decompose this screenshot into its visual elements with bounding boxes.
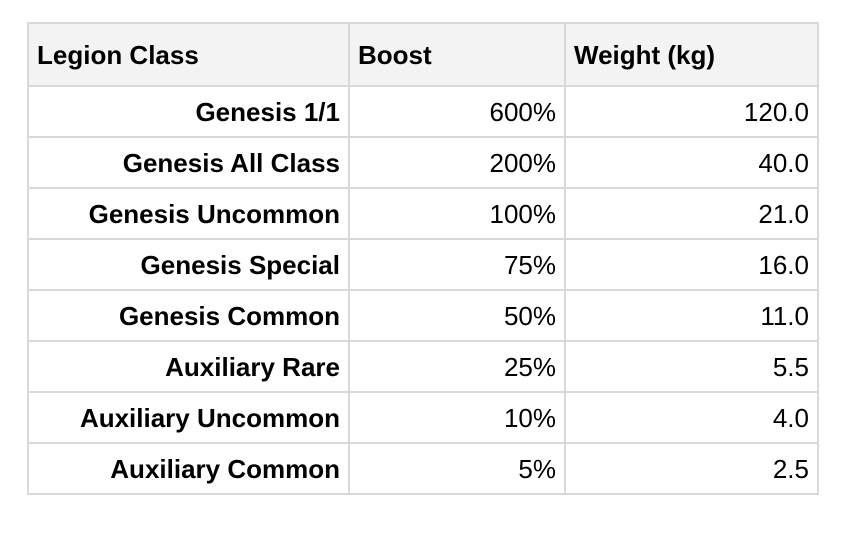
boost-cell[interactable]: 5% (348, 442, 566, 495)
table-row: Genesis Special 75% 16.0 (27, 238, 819, 291)
legion-class-cell[interactable]: Genesis All Class (27, 136, 350, 189)
weight-cell[interactable]: 21.0 (564, 187, 819, 240)
legion-class-cell[interactable]: Genesis Special (27, 238, 350, 291)
table-row: Genesis 1/1 600% 120.0 (27, 85, 819, 138)
legion-class-cell[interactable]: Genesis Uncommon (27, 187, 350, 240)
weight-cell[interactable]: 11.0 (564, 289, 819, 342)
weight-cell[interactable]: 4.0 (564, 391, 819, 444)
boost-cell[interactable]: 25% (348, 340, 566, 393)
boost-cell[interactable]: 600% (348, 85, 566, 138)
boost-cell[interactable]: 200% (348, 136, 566, 189)
legion-class-cell[interactable]: Genesis 1/1 (27, 85, 350, 138)
header-weight[interactable]: Weight (kg) (564, 22, 819, 87)
table-row: Auxiliary Rare 25% 5.5 (27, 340, 819, 393)
table-row: Genesis Uncommon 100% 21.0 (27, 187, 819, 240)
legion-class-cell[interactable]: Auxiliary Rare (27, 340, 350, 393)
header-row: Legion Class Boost Weight (kg) (27, 22, 819, 87)
weight-cell[interactable]: 16.0 (564, 238, 819, 291)
boost-cell[interactable]: 75% (348, 238, 566, 291)
weight-cell[interactable]: 120.0 (564, 85, 819, 138)
header-boost[interactable]: Boost (348, 22, 566, 87)
weight-cell[interactable]: 2.5 (564, 442, 819, 495)
table-row: Genesis Common 50% 11.0 (27, 289, 819, 342)
legion-class-cell[interactable]: Auxiliary Common (27, 442, 350, 495)
boost-cell[interactable]: 50% (348, 289, 566, 342)
legion-class-cell[interactable]: Auxiliary Uncommon (27, 391, 350, 444)
boost-cell[interactable]: 10% (348, 391, 566, 444)
table-row: Auxiliary Uncommon 10% 4.0 (27, 391, 819, 444)
boost-cell[interactable]: 100% (348, 187, 566, 240)
legion-boost-table: Legion Class Boost Weight (kg) Genesis 1… (27, 22, 819, 495)
legion-class-cell[interactable]: Genesis Common (27, 289, 350, 342)
weight-cell[interactable]: 5.5 (564, 340, 819, 393)
table-row: Auxiliary Common 5% 2.5 (27, 442, 819, 495)
table-row: Genesis All Class 200% 40.0 (27, 136, 819, 189)
header-legion-class[interactable]: Legion Class (27, 22, 350, 87)
weight-cell[interactable]: 40.0 (564, 136, 819, 189)
